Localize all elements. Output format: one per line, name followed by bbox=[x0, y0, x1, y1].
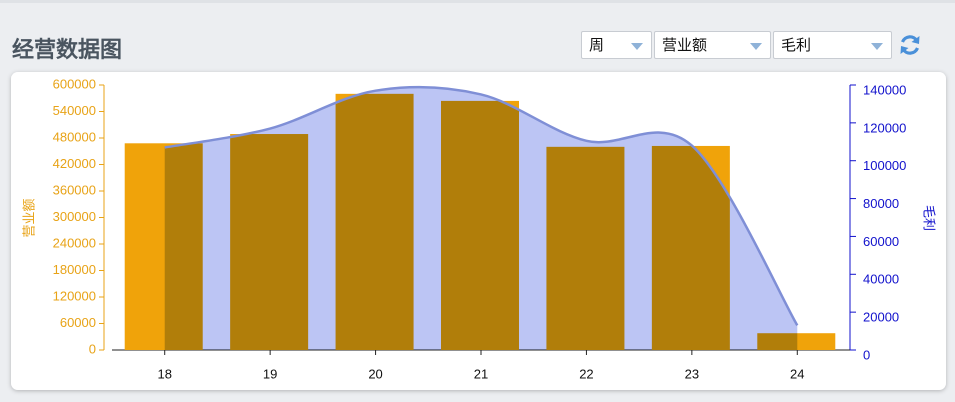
y2-tick-label: 60000 bbox=[863, 234, 899, 249]
y-tick-label: 600000 bbox=[53, 76, 96, 91]
x-tick-label: 23 bbox=[685, 366, 699, 381]
y-tick-label: 0 bbox=[89, 341, 96, 356]
y2-tick-label: 20000 bbox=[863, 310, 899, 325]
y-tick-label: 420000 bbox=[53, 156, 96, 171]
select-arrow bbox=[871, 43, 883, 50]
select-arrow bbox=[750, 43, 762, 50]
page-title: 经营数据图 bbox=[12, 37, 123, 62]
y2-tick-label: 0 bbox=[863, 347, 870, 362]
select-text: 周 bbox=[589, 37, 605, 54]
x-tick-label: 24 bbox=[790, 366, 804, 381]
period-select[interactable]: 周 bbox=[581, 31, 652, 59]
x-tick-label: 21 bbox=[474, 366, 488, 381]
x-tick-label: 19 bbox=[263, 366, 277, 381]
line bbox=[164, 85, 799, 327]
y-axis-title: 营业额 bbox=[21, 198, 36, 237]
metric1-select[interactable]: 营业额 bbox=[654, 31, 771, 59]
area bbox=[164, 87, 798, 351]
y-tick-label: 480000 bbox=[53, 129, 96, 144]
top-border bbox=[0, 0, 955, 3]
x-tick-label: 18 bbox=[157, 366, 171, 381]
refresh-button[interactable] bbox=[898, 33, 922, 57]
y-tick-label: 540000 bbox=[53, 103, 96, 118]
metric2-select[interactable]: 毛利 bbox=[773, 31, 892, 59]
y2-tick-label: 80000 bbox=[863, 196, 899, 211]
select-arrow bbox=[631, 43, 643, 50]
y-tick-label: 180000 bbox=[53, 262, 96, 277]
y-tick-label: 120000 bbox=[53, 288, 96, 303]
y2-axis-title: 毛利 bbox=[922, 205, 937, 231]
y-tick-label: 60000 bbox=[60, 315, 96, 330]
y-tick-label: 360000 bbox=[53, 182, 96, 197]
x-tick-label: 20 bbox=[368, 366, 382, 381]
y2-tick-label: 40000 bbox=[863, 272, 899, 287]
y-tick-label: 240000 bbox=[53, 235, 96, 250]
y2-tick-label: 140000 bbox=[863, 82, 906, 97]
select-text: 毛利 bbox=[781, 37, 812, 54]
y2-tick-label: 120000 bbox=[863, 120, 906, 135]
y2-tick-label: 100000 bbox=[863, 158, 906, 173]
y-tick-label: 300000 bbox=[53, 209, 96, 224]
select-text: 营业额 bbox=[662, 37, 708, 54]
x-tick-label: 22 bbox=[579, 366, 593, 381]
